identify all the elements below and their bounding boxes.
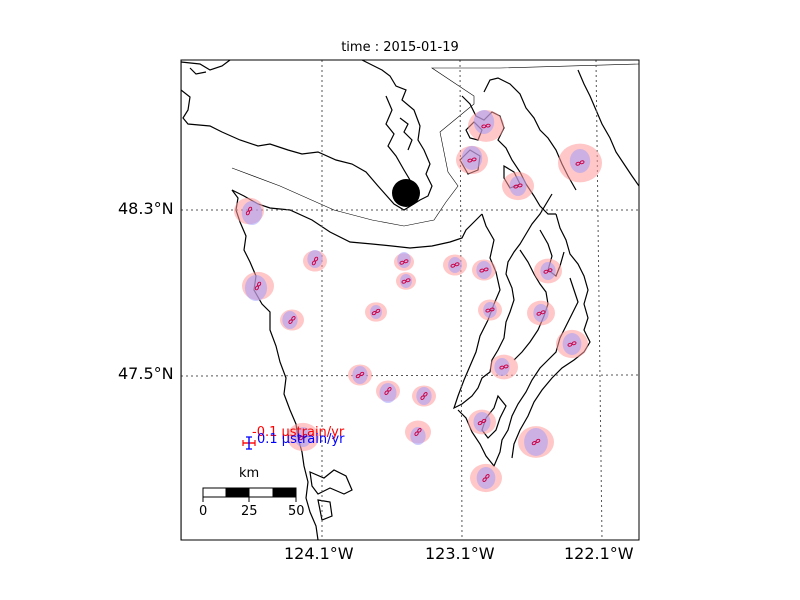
station-strain-13	[478, 299, 502, 321]
station-strain-23	[518, 426, 554, 458]
reference-marker	[392, 179, 420, 207]
station-strain-2	[558, 143, 602, 183]
scale-bar	[202, 487, 297, 502]
station-strain-25	[470, 463, 502, 493]
lon-line-122-1	[595, 60, 603, 540]
scale-tick-25: 25	[241, 504, 258, 519]
strain-glyph	[485, 307, 495, 313]
strain-glyph	[298, 433, 308, 441]
station-strain-14	[527, 300, 555, 326]
station-strain-1	[456, 145, 488, 175]
station-strain-8	[472, 259, 496, 281]
lat-line-47-5	[181, 374, 639, 377]
lat-label-47-5: 47.5°N	[118, 364, 174, 383]
station-strain-17	[490, 354, 518, 380]
strain-glyph	[481, 123, 491, 129]
extension-uncertainty	[241, 201, 263, 225]
scale-tick-50: 50	[288, 504, 305, 519]
strain-glyph	[420, 392, 428, 400]
strain-glyph	[482, 474, 490, 482]
station-strain-21	[468, 409, 496, 435]
station-strain-15	[280, 309, 304, 331]
station-strain-6	[394, 252, 414, 271]
strain-glyph	[254, 281, 262, 291]
olympic-coast	[181, 60, 483, 540]
strain-glyph	[311, 256, 319, 266]
scale-unit-label: km	[239, 466, 260, 481]
strain-glyph	[479, 267, 489, 273]
station-strain-16	[556, 329, 588, 359]
station-strain-18	[348, 364, 372, 386]
map-title: time : 2015-01-19	[341, 40, 459, 55]
lon-line-123-1	[459, 60, 463, 540]
extension-uncertainty	[473, 110, 495, 134]
legend-strain-glyph	[242, 436, 256, 450]
station-strain-19	[376, 380, 400, 403]
lat-label-48-3: 48.3°N	[118, 199, 174, 218]
lon-label-123-1: 123.1°W	[425, 544, 495, 563]
map-frame	[180, 59, 640, 541]
strain-glyph	[401, 278, 411, 284]
station-strain-7	[443, 254, 467, 276]
strain-glyph	[288, 316, 296, 324]
extension-uncertainty	[397, 252, 411, 268]
station-strain-4	[234, 197, 264, 225]
strain-glyph	[543, 268, 553, 274]
station-strain-24	[287, 422, 319, 452]
station-strain-10	[396, 272, 416, 290]
strain-glyph	[467, 157, 477, 163]
strain-glyph	[384, 387, 392, 395]
extension-uncertainty	[569, 149, 591, 173]
strain-glyph	[355, 371, 365, 379]
strain-glyph	[450, 262, 460, 268]
strain-glyph	[414, 428, 422, 436]
station-strain-5	[303, 250, 327, 272]
station-strain-0	[468, 110, 504, 142]
puget-sound-coast	[452, 193, 553, 410]
strain-glyph	[477, 418, 487, 426]
station-strain-22	[405, 420, 431, 445]
extension-uncertainty	[244, 275, 268, 301]
station-strain-3	[502, 171, 534, 201]
scale-tick-0: 0	[199, 504, 208, 519]
extension-uncertainty	[410, 427, 426, 445]
strain-stations	[234, 110, 602, 493]
strain-glyph	[513, 183, 523, 189]
station-strain-20	[412, 385, 436, 407]
strain-glyph	[567, 341, 577, 347]
strain-glyph	[536, 310, 546, 316]
strain-glyph	[245, 206, 253, 216]
strain-glyph	[531, 438, 541, 446]
lon-label-122-1: 122.1°W	[564, 544, 634, 563]
lon-label-124-1: 124.1°W	[284, 544, 354, 563]
strain-glyph	[499, 364, 509, 370]
station-strain-12	[365, 302, 387, 322]
legend-extension-label: 0.1 μstrain/yr	[257, 432, 345, 447]
strain-glyph	[371, 308, 381, 316]
coastline	[181, 60, 639, 540]
border-lines	[231, 63, 639, 227]
extension-uncertainty	[461, 146, 483, 170]
legend-compression-label: -0.1 μstrain/yr	[252, 425, 345, 440]
station-strain-11	[242, 271, 274, 301]
station-strain-9	[534, 258, 562, 284]
strain-glyph	[575, 160, 585, 166]
vancouver-island-coast	[181, 60, 433, 211]
strain-glyph	[399, 259, 409, 265]
extension-uncertainty	[494, 358, 510, 376]
